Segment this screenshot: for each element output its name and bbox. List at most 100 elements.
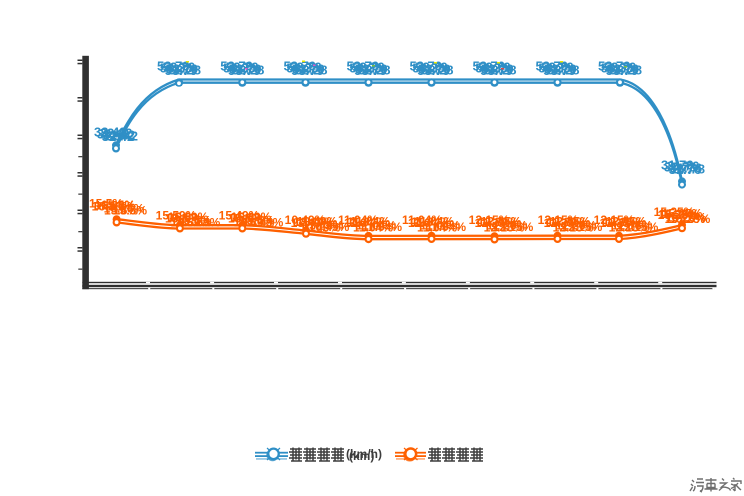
svg-text:11.04%: 11.04% <box>353 220 393 234</box>
svg-text:12.15%: 12.15% <box>609 220 650 234</box>
svg-text:16.28%: 16.28% <box>92 199 133 213</box>
svg-text:53.79: 53.79 <box>283 58 316 73</box>
svg-text:15.5%: 15.5% <box>101 198 135 212</box>
svg-text:32.42: 32.42 <box>94 124 127 139</box>
svg-text:11.04%: 11.04% <box>402 213 442 227</box>
svg-text:15.25%: 15.25% <box>658 208 699 222</box>
svg-text:53.79: 53.79 <box>541 60 574 75</box>
svg-text:58.28: 58.28 <box>160 61 193 76</box>
svg-text:58.28: 58.28 <box>421 63 454 78</box>
svg-text:12.15%: 12.15% <box>469 213 510 227</box>
svg-text:15.5%: 15.5% <box>113 203 147 217</box>
svg-text:15.49%: 15.49% <box>219 208 260 222</box>
svg-text:32.42: 32.42 <box>103 128 136 143</box>
svg-text:12.15%: 12.15% <box>606 215 647 229</box>
svg-text:53.79: 53.79 <box>478 60 511 75</box>
svg-text:16.28%: 16.28% <box>104 202 145 216</box>
svg-text:15.25%: 15.25% <box>666 210 707 224</box>
svg-text:58.28: 58.28 <box>232 63 265 78</box>
svg-text:53.79: 53.79 <box>598 58 631 73</box>
svg-text:58.28: 58.28 <box>601 61 634 76</box>
svg-text:15.49%: 15.49% <box>231 210 272 224</box>
svg-text:10.49%: 10.49% <box>285 213 326 227</box>
svg-text:12.15%: 12.15% <box>603 215 644 229</box>
svg-text:53.79: 53.79 <box>604 60 637 75</box>
svg-text:53.79: 53.79 <box>418 62 451 77</box>
svg-text:11.04%: 11.04% <box>344 216 384 230</box>
svg-text:12.15%: 12.15% <box>594 213 635 227</box>
svg-text:53.79: 53.79 <box>346 58 379 73</box>
svg-text:12.29%: 12.29% <box>544 216 585 230</box>
svg-text:11.04%: 11.04% <box>356 218 396 232</box>
svg-text:13.49%: 13.49% <box>303 218 344 232</box>
svg-text:15.5%: 15.5% <box>240 214 274 228</box>
svg-text:53.79: 53.79 <box>289 60 322 75</box>
svg-text:15.5%: 15.5% <box>168 210 202 224</box>
svg-text:11.04%: 11.04% <box>414 215 454 229</box>
svg-text:12.15%: 12.15% <box>612 218 653 232</box>
svg-text:15.59%: 15.59% <box>171 216 212 230</box>
svg-text:12.15%: 12.15% <box>618 220 659 234</box>
svg-text:12.29%: 12.29% <box>556 218 597 232</box>
svg-text:10.49%: 10.49% <box>300 220 341 234</box>
svg-text:53.79: 53.79 <box>481 62 514 77</box>
svg-text:38.42: 38.42 <box>105 129 138 144</box>
svg-text:53.79: 53.79 <box>472 58 505 73</box>
svg-text:11.04%: 11.04% <box>411 215 451 229</box>
svg-text:15.59%: 15.59% <box>156 208 197 222</box>
svg-text:11.04%: 11.04% <box>408 216 448 230</box>
svg-text:53.79: 53.79 <box>352 60 385 75</box>
svg-text:10.49%: 10.49% <box>297 215 338 229</box>
svg-text:58.28: 58.28 <box>349 61 382 76</box>
svg-text:58.28: 58.28 <box>223 61 256 76</box>
svg-text:58.28: 58.28 <box>412 61 445 76</box>
svg-text:58.28: 58.28 <box>538 61 571 76</box>
svg-text:(km/h): (km/h) <box>346 447 382 461</box>
svg-text:53.79: 53.79 <box>166 62 199 77</box>
svg-text:53.79: 53.79 <box>480 63 513 78</box>
svg-text:11.04%: 11.04% <box>350 215 390 229</box>
svg-text:15.49%: 15.49% <box>234 216 275 230</box>
svg-text:11.04%: 11.04% <box>338 213 378 227</box>
svg-text:15.5%: 15.5% <box>89 196 123 210</box>
svg-text:53.79: 53.79 <box>228 63 261 78</box>
svg-text:12.15%: 12.15% <box>538 213 579 227</box>
svg-text:11.04%: 11.04% <box>420 218 460 232</box>
svg-text:58.28: 58.28 <box>295 63 328 78</box>
svg-text:13.49%: 13.49% <box>294 215 335 229</box>
svg-text:12.15%: 12.15% <box>600 216 641 230</box>
svg-text:53.79: 53.79 <box>292 62 325 77</box>
svg-text:37.78: 37.78 <box>664 160 697 175</box>
svg-text:15.49%: 15.49% <box>243 215 284 229</box>
svg-text:53.79: 53.79 <box>415 60 448 75</box>
svg-text:15.25%: 15.25% <box>670 212 711 226</box>
svg-text:37.78: 37.78 <box>672 162 705 177</box>
svg-text:58.28: 58.28 <box>475 61 508 76</box>
svg-text:11.04%: 11.04% <box>347 215 387 229</box>
svg-text:10.49%: 10.49% <box>309 220 350 234</box>
svg-text:12.15%: 12.15% <box>562 220 603 234</box>
svg-text:12.15%: 12.15% <box>481 215 522 229</box>
svg-text:12.15%: 12.15% <box>484 220 525 234</box>
svg-text:12.29%: 12.29% <box>547 215 588 229</box>
svg-text:58.28: 58.28 <box>484 63 517 78</box>
svg-text:53.79: 53.79 <box>354 63 387 78</box>
svg-text:11.04%: 11.04% <box>417 220 457 234</box>
svg-text:58.28: 58.28 <box>609 63 642 78</box>
svg-text:53.79: 53.79 <box>165 63 198 78</box>
svg-text:15.5%: 15.5% <box>104 204 138 218</box>
svg-text:31.76: 31.76 <box>661 157 694 172</box>
svg-text:15.59%: 15.59% <box>168 210 209 224</box>
svg-text:12.29%: 12.29% <box>475 216 516 230</box>
svg-text:15.5%: 15.5% <box>228 211 262 225</box>
svg-text:53.79: 53.79 <box>409 58 442 73</box>
svg-text:15.25%: 15.25% <box>665 212 706 226</box>
svg-text:31.76: 31.76 <box>667 159 700 174</box>
svg-text:53.79: 53.79 <box>606 63 639 78</box>
svg-text:15.5%: 15.5% <box>165 211 199 225</box>
svg-text:15.25%: 15.25% <box>662 207 703 221</box>
svg-text:53.79: 53.79 <box>417 63 450 78</box>
svg-text:(km): (km) <box>349 449 374 463</box>
svg-text:12.15%: 12.15% <box>550 215 591 229</box>
svg-text:11.04%: 11.04% <box>426 220 466 234</box>
